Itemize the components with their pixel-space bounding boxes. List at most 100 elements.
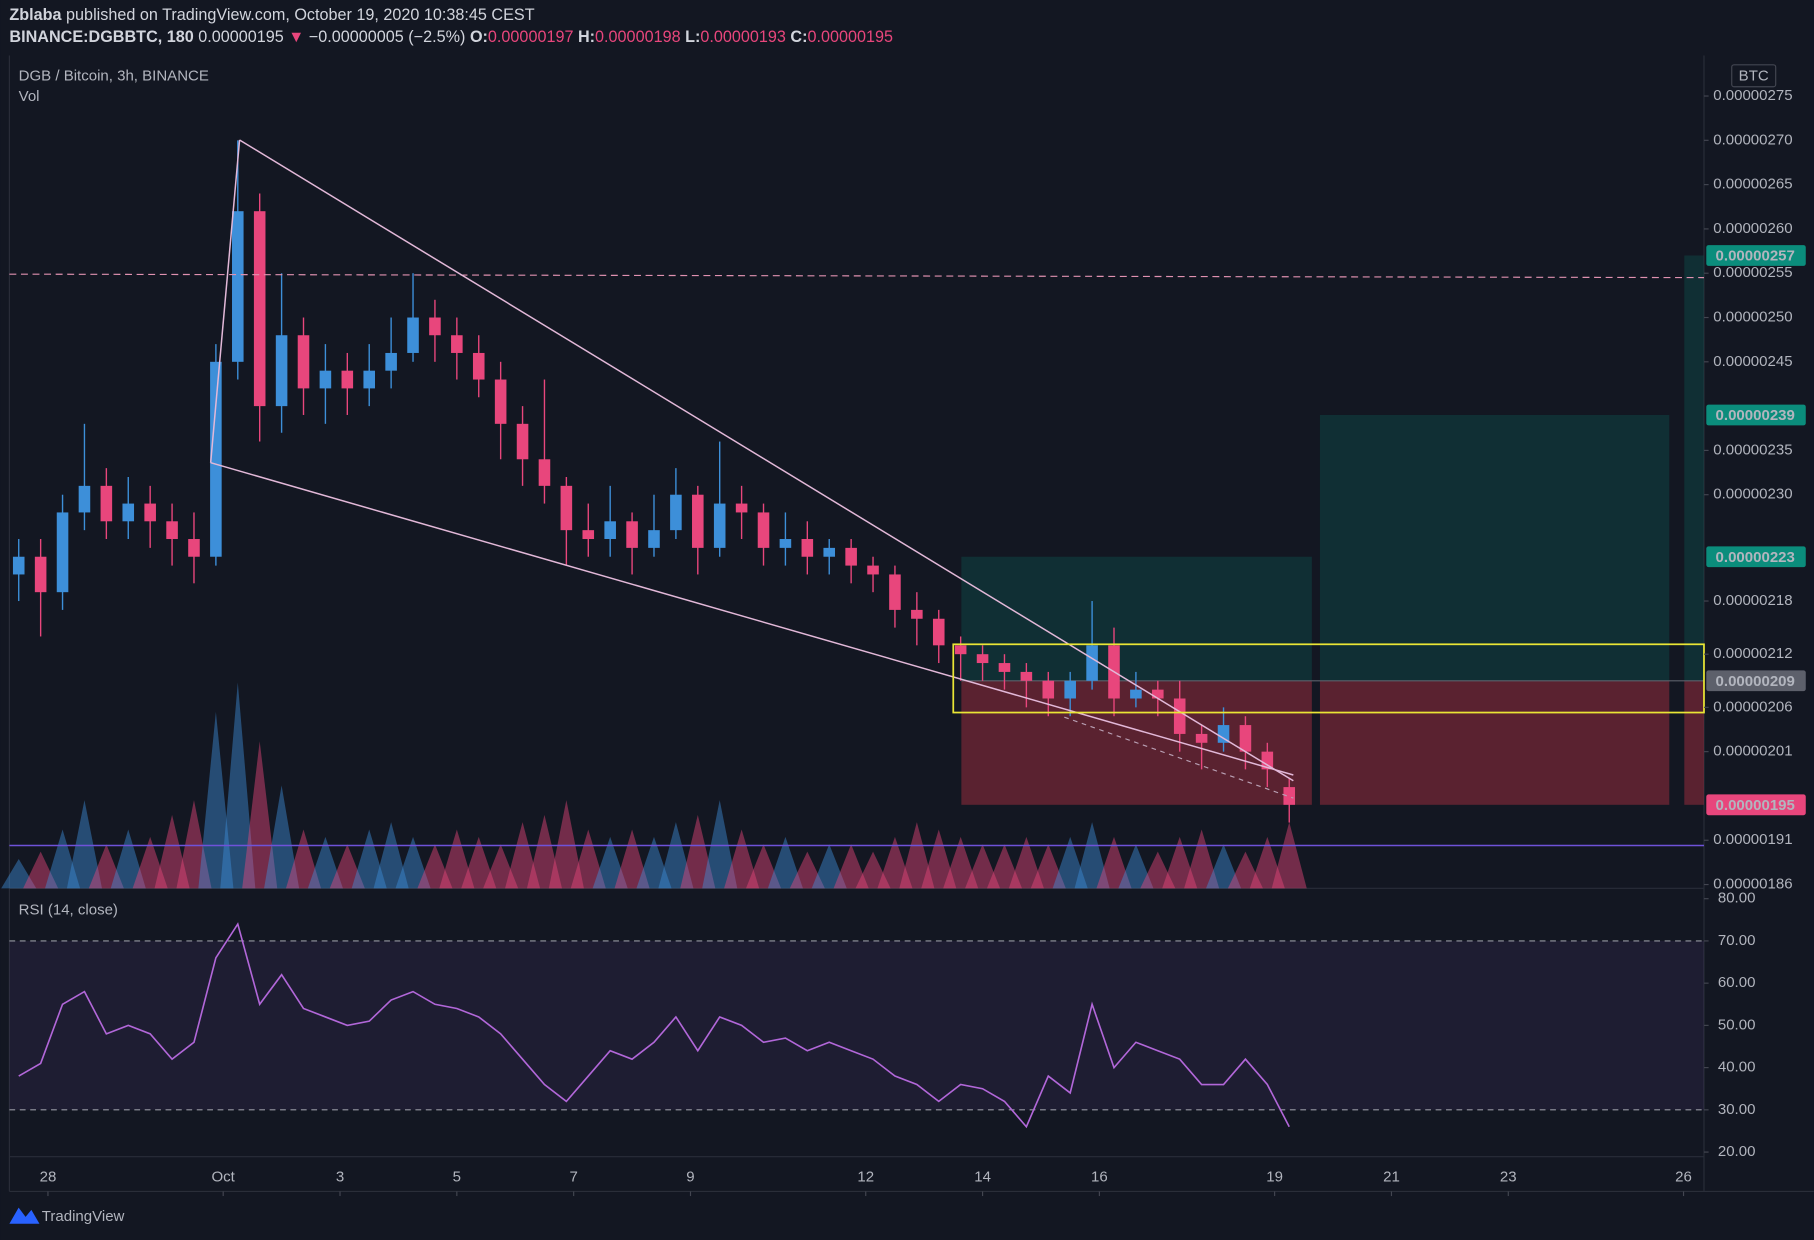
currency-box xyxy=(1731,64,1777,88)
volume-area xyxy=(789,851,825,889)
range-box xyxy=(952,643,1705,714)
x-tick-label: 14 xyxy=(974,1169,991,1186)
candle-body xyxy=(1173,698,1186,734)
volume-area xyxy=(176,800,212,889)
brand: TradingView xyxy=(9,1207,125,1225)
volume-area xyxy=(1008,836,1044,889)
candle-body xyxy=(12,556,25,575)
brand-logo xyxy=(9,1207,40,1224)
candle-body xyxy=(932,618,945,646)
candle-body xyxy=(407,317,419,353)
volume-area xyxy=(505,822,541,889)
volume-area xyxy=(1,858,37,889)
volume-area xyxy=(899,822,935,889)
candle-body xyxy=(1239,725,1252,752)
volume-area xyxy=(1205,844,1242,889)
candle-body xyxy=(670,494,682,531)
y-tick-label: 0.00000186 xyxy=(1713,876,1792,893)
wedge-leg xyxy=(209,139,241,463)
candle-body xyxy=(1130,689,1142,699)
candle-body xyxy=(692,494,704,548)
x-tick-label: 7 xyxy=(569,1169,577,1186)
volume-area xyxy=(855,851,891,889)
drawings xyxy=(9,139,1705,847)
candle-body xyxy=(472,352,485,380)
y-tick-label: 0.00000255 xyxy=(1713,264,1792,281)
c: 0.00000195 xyxy=(807,28,893,46)
volume-area xyxy=(614,829,650,889)
volume-area xyxy=(264,785,300,889)
volume-area xyxy=(1184,829,1220,889)
candle-body xyxy=(560,485,573,531)
drawings-back xyxy=(961,255,1704,805)
target-zone xyxy=(1319,414,1670,681)
candle-body xyxy=(144,503,156,522)
volume-area xyxy=(461,836,497,889)
candle-body xyxy=(429,317,441,336)
volume-area xyxy=(921,829,957,889)
candle-body xyxy=(297,335,310,389)
candle-body xyxy=(1064,680,1076,699)
candle-body xyxy=(34,556,47,593)
x-tick-label: 26 xyxy=(1675,1169,1692,1186)
rsi-tick-label: 50.00 xyxy=(1718,1016,1756,1033)
price-badge-label: 0.00000223 xyxy=(1716,549,1795,566)
candles xyxy=(12,140,1296,823)
author: Zblaba xyxy=(9,6,62,24)
currency: BTC xyxy=(1739,67,1769,84)
volume-area xyxy=(1162,836,1198,889)
price-badge-label: 0.00000209 xyxy=(1716,673,1795,690)
candle-body xyxy=(823,547,836,557)
volume-area xyxy=(570,829,606,889)
target-zone xyxy=(961,556,1312,681)
volume-area xyxy=(417,844,453,889)
candle-body xyxy=(451,335,463,353)
y-tick-label: 0.00000212 xyxy=(1713,645,1792,662)
h: 0.00000198 xyxy=(595,28,681,46)
volume-area xyxy=(1074,822,1110,889)
published: published on TradingView.com, October 19… xyxy=(66,6,535,24)
x-tick-label: 21 xyxy=(1383,1169,1400,1186)
candle-body xyxy=(253,211,266,407)
price-badge-label: 0.00000257 xyxy=(1716,248,1795,265)
candle-body xyxy=(954,645,967,655)
brand-name: TradingView xyxy=(42,1208,125,1225)
candle-body xyxy=(275,335,288,407)
rsi-tick-label: 20.00 xyxy=(1718,1143,1756,1160)
price-badge xyxy=(1706,670,1806,692)
stop-zone xyxy=(1684,680,1704,805)
candle-body xyxy=(779,539,792,548)
candle-body xyxy=(319,370,332,389)
y-tick-label: 0.00000270 xyxy=(1713,131,1792,148)
rsi-pane xyxy=(9,922,1704,1129)
candle-body xyxy=(889,574,901,610)
x-tick-label: 28 xyxy=(40,1169,57,1186)
candle-body xyxy=(1020,671,1033,681)
volume-area xyxy=(658,822,694,889)
candle-body xyxy=(363,370,376,389)
rsi-tick-label: 80.00 xyxy=(1718,890,1756,907)
candle-body xyxy=(56,512,69,593)
volume-area xyxy=(154,814,190,889)
volume-area xyxy=(745,844,782,889)
candle-body xyxy=(166,521,178,540)
target-zone xyxy=(1684,255,1704,681)
candle-body xyxy=(122,503,135,522)
panes xyxy=(8,55,1814,1192)
candle-body xyxy=(845,547,857,566)
x-tick-label: 16 xyxy=(1091,1169,1108,1186)
volume-area xyxy=(833,844,869,889)
x-tick-label: 23 xyxy=(1500,1169,1517,1186)
candle-body xyxy=(100,485,113,522)
c-label: C: xyxy=(790,28,807,46)
axes: 0.00000275 0.00000270 0.00000265 0.00000260… xyxy=(40,87,1806,1197)
candle-body xyxy=(538,459,551,486)
y-tick-label: 0.00000206 xyxy=(1713,698,1792,715)
volume-area xyxy=(636,836,672,889)
candle-body xyxy=(385,352,397,371)
volume xyxy=(1,682,1307,889)
volume-area xyxy=(1052,836,1088,889)
wedge-upper xyxy=(239,139,1294,782)
